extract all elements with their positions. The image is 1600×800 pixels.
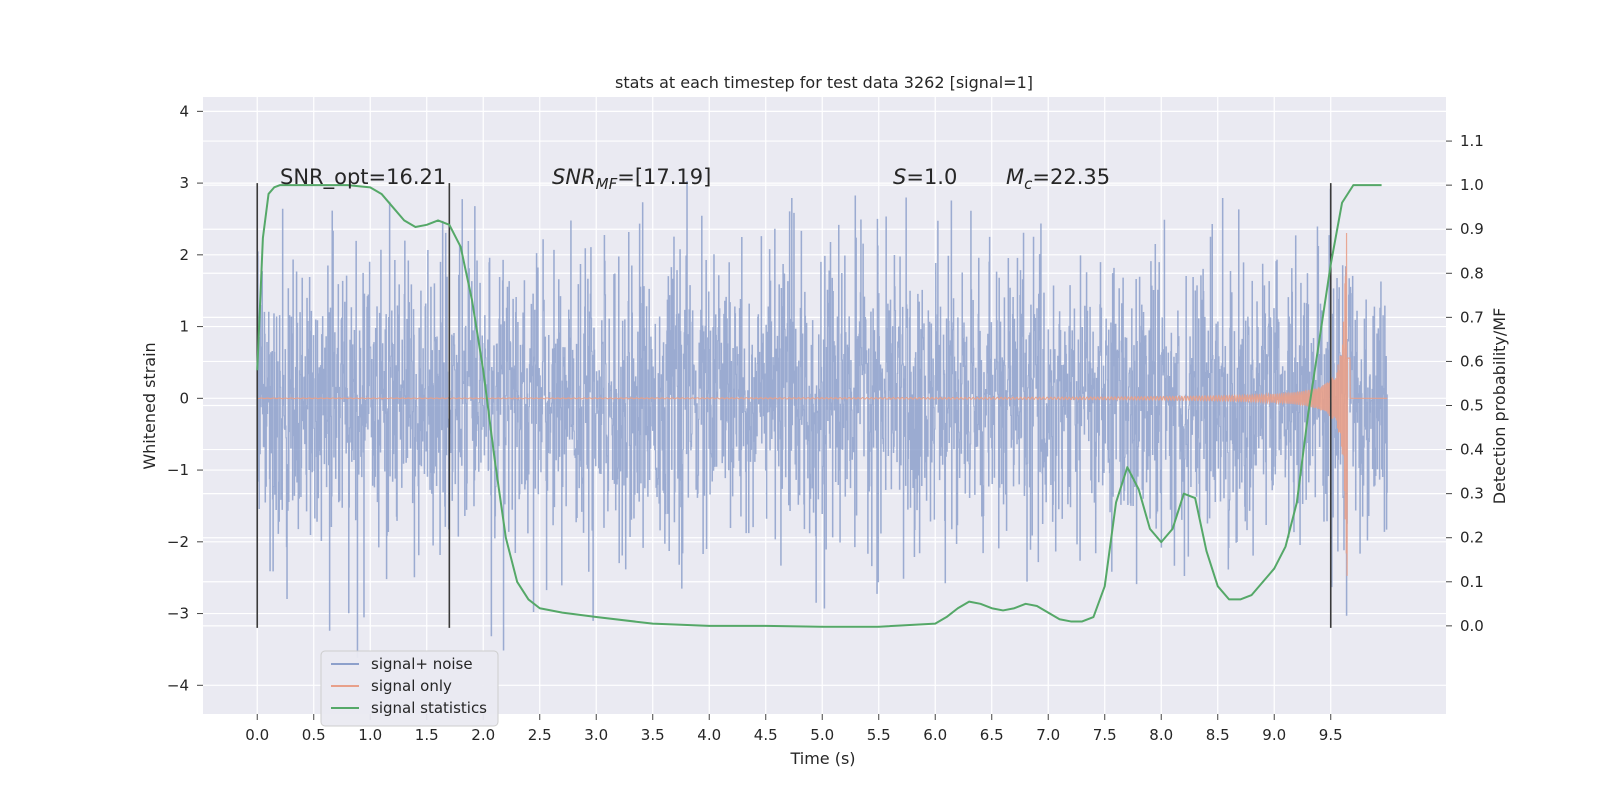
signal-noise-line	[256, 180, 1388, 658]
x-tick-label: 3.0	[584, 726, 608, 744]
annotation-mc-value: =22.35	[1032, 165, 1110, 189]
y-tick-label: −3	[167, 605, 189, 623]
y-tick-label: −2	[167, 533, 189, 551]
x-tick-label: 9.5	[1319, 726, 1343, 744]
y-right-axis-label: Detection probability/MF	[1490, 308, 1509, 505]
annotation-mc: Mc=22.35	[1006, 165, 1110, 193]
x-tick-label: 4.5	[754, 726, 778, 744]
series-signal-only	[257, 232, 1388, 576]
y-right-tick-label: 0.1	[1460, 573, 1484, 591]
annotation-mc-main: M	[1006, 165, 1024, 189]
legend-label-signal-statistics: signal statistics	[371, 699, 487, 717]
x-tick-label: 6.0	[923, 726, 947, 744]
y-tick-label: 0	[179, 389, 189, 407]
annotation-mc-sub: c	[1024, 175, 1033, 193]
x-axis-label: Time (s)	[789, 749, 855, 768]
legend-label-signal-noise: signal+ noise	[371, 655, 473, 673]
signal-only-line	[257, 232, 1388, 576]
x-axis-ticks: 0.0 0.5 1.0 1.5 2.0 2.5 3.0 3.5 4.0 4.5 5.0 5.5 6.0 6…	[245, 714, 1343, 744]
y-tick-label: 4	[179, 102, 189, 120]
x-tick-label: 3.5	[641, 726, 665, 744]
x-tick-label: 6.5	[980, 726, 1004, 744]
annotation-s-main: S	[893, 165, 906, 189]
y-right-tick-label: 0.7	[1460, 308, 1484, 326]
legend: signal+ noise signal only signal statist…	[320, 650, 499, 727]
y-axis-label: Whitened strain	[140, 342, 159, 469]
y-right-tick-label: 1.0	[1460, 176, 1484, 194]
y-tick-label: −4	[167, 676, 189, 694]
signal-statistics-line	[256, 184, 1382, 628]
y-tick-label: 1	[179, 318, 189, 336]
annotation-snr-opt: SNR_opt=16.21	[280, 165, 446, 190]
x-tick-label: 0.5	[302, 726, 326, 744]
y-right-tick-label: 1.1	[1460, 132, 1484, 150]
x-tick-label: 1.5	[415, 726, 439, 744]
x-tick-label: 5.0	[810, 726, 834, 744]
y-axis-ticks: 4 3 2 1 0 −1 −2 −3 −4	[167, 102, 203, 694]
y-right-tick-label: 0.5	[1460, 397, 1484, 415]
annotation-snr-mf-value: =[17.19]	[617, 165, 711, 189]
x-tick-label: 7.5	[1093, 726, 1117, 744]
annotation-s: S=1.0	[893, 165, 957, 189]
annotation-snr-mf-main: SNR	[552, 165, 596, 189]
x-tick-label: 2.5	[528, 726, 552, 744]
legend-label-signal-only: signal only	[371, 677, 452, 695]
x-tick-label: 0.0	[245, 726, 269, 744]
chart-title: stats at each timestep for test data 326…	[615, 73, 1033, 92]
y-right-tick-label: 0.9	[1460, 220, 1484, 238]
annotation-snr-mf: SNRMF=[17.19]	[552, 165, 711, 193]
x-tick-label: 8.0	[1149, 726, 1173, 744]
series-signal-noise	[256, 180, 1388, 658]
y-tick-label: 2	[179, 246, 189, 264]
y-right-tick-label: 0.8	[1460, 264, 1484, 282]
y-right-tick-label: 0.2	[1460, 529, 1484, 547]
y-right-tick-label: 0.6	[1460, 352, 1484, 370]
y-tick-label: 3	[179, 174, 189, 192]
annotation-snr-mf-sub: MF	[596, 175, 618, 193]
vertical-markers	[256, 183, 1332, 628]
x-tick-label: 4.0	[697, 726, 721, 744]
series-signal-statistics	[256, 184, 1382, 628]
y-right-tick-label: 0.4	[1460, 441, 1484, 459]
x-tick-label: 1.0	[358, 726, 382, 744]
y-right-tick-label: 0.3	[1460, 485, 1484, 503]
annotation-s-value: =1.0	[906, 165, 957, 189]
legend-box	[320, 650, 499, 727]
x-tick-label: 7.0	[1036, 726, 1060, 744]
x-tick-label: 9.0	[1262, 726, 1286, 744]
x-tick-label: 8.5	[1206, 726, 1230, 744]
y-right-tick-label: 0.0	[1460, 617, 1484, 635]
y-right-axis-ticks: 0.0 0.1 0.2 0.3 0.4 0.5 0.6 0.7 0.8 0.9 1.0 1.1	[1446, 132, 1484, 635]
x-tick-label: 5.5	[867, 726, 891, 744]
y-tick-label: −1	[167, 461, 189, 479]
x-tick-label: 2.0	[471, 726, 495, 744]
